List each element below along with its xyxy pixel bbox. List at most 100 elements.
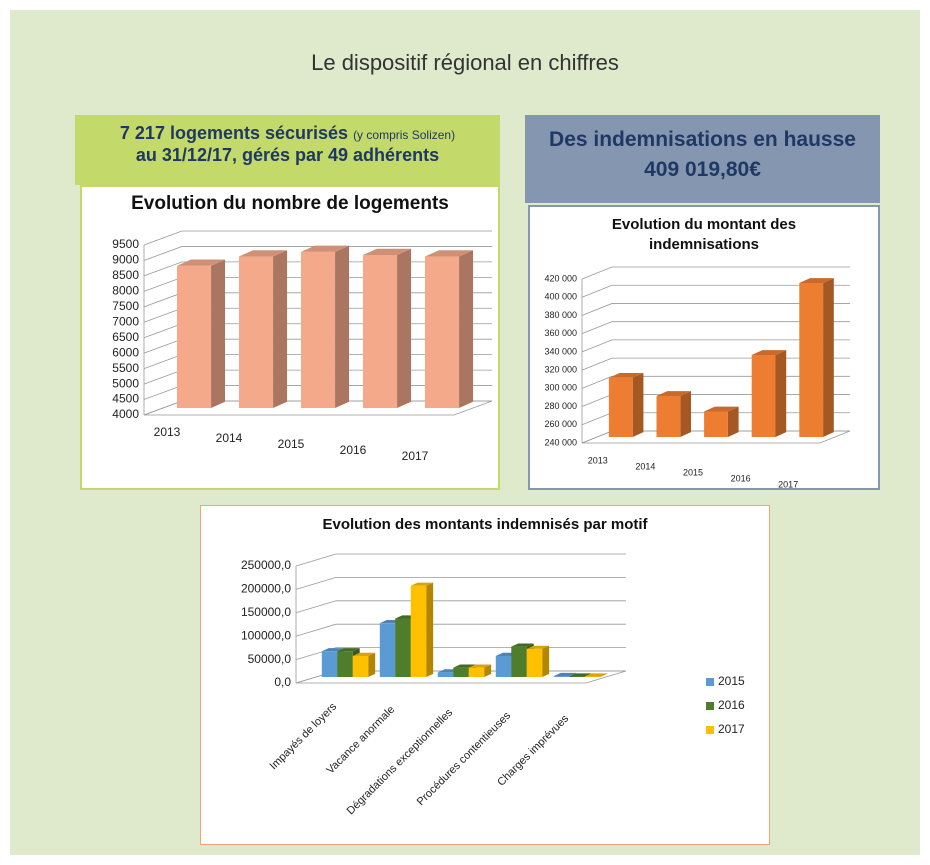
bar <box>495 655 512 677</box>
bar <box>799 283 824 437</box>
x-tick-label: 2015 <box>683 467 703 477</box>
bar <box>410 585 427 677</box>
y-tick-label: 150000,0 <box>241 605 291 619</box>
header-text: 409 019,80€ <box>644 158 761 181</box>
bar-side <box>211 259 226 408</box>
y-tick-label: 8500 <box>112 268 139 282</box>
bar <box>468 667 485 677</box>
y-tick-label: 4500 <box>112 392 139 406</box>
bar-top <box>321 648 345 652</box>
grid-line <box>295 576 626 590</box>
bar <box>424 256 460 408</box>
x-tick-label: 2017 <box>778 479 798 488</box>
bar <box>321 651 338 677</box>
y-tick-label: 380 000 <box>544 310 577 320</box>
x-tick-label: 2017 <box>402 449 429 463</box>
y-tick-label: 5000 <box>112 376 139 390</box>
y-tick-label: 340 000 <box>544 346 577 356</box>
bar-side <box>397 248 412 408</box>
x-tick-label: 2013 <box>154 425 181 439</box>
chart: 240 000 260 000 280 000 300 000 320 000 340 0… <box>544 266 851 488</box>
x-tick-label: Impayés de loyers <box>268 700 340 772</box>
bar-top <box>553 672 577 677</box>
bar-top <box>410 582 434 586</box>
bar-side <box>459 250 474 408</box>
chart-title: Evolution du nombre de logements <box>131 193 449 214</box>
y-tick-label: 200000,0 <box>241 582 291 596</box>
bar-top <box>608 372 644 378</box>
legend-label: 2015 <box>718 674 745 688</box>
chart: 0,0 50000,0 100000,0 150000,0 200000,0 250000… <box>241 553 745 817</box>
bar <box>453 667 469 677</box>
bar-side <box>368 652 376 677</box>
bar-side <box>632 372 644 437</box>
bar <box>379 623 396 677</box>
header-note: (y compris Solizen) <box>353 128 456 142</box>
bar-top <box>656 391 692 396</box>
y-tick-label: 100000,0 <box>241 628 291 642</box>
bar <box>526 648 543 677</box>
bar-top <box>238 250 288 257</box>
x-tick-label: Dégradations exceptionnelles <box>345 706 456 817</box>
bar <box>395 618 411 677</box>
legend-swatch <box>706 726 714 734</box>
bar <box>437 672 454 677</box>
header-text: 7 217 logements sécurisés <box>119 123 349 143</box>
y-tick-label: 400 000 <box>544 292 577 302</box>
x-tick-label: 2015 <box>278 437 305 451</box>
bar-top <box>300 245 350 252</box>
y-tick-label: 0,0 <box>274 675 291 689</box>
y-tick-label: 9000 <box>112 253 139 267</box>
bar-side <box>727 406 739 437</box>
bar <box>362 255 398 408</box>
bar-side <box>426 582 434 677</box>
y-tick-label: 9500 <box>112 237 139 251</box>
bar-side <box>484 664 492 677</box>
bar <box>300 251 336 408</box>
grid-line <box>581 284 850 298</box>
bar-top <box>526 645 550 649</box>
x-tick-label: 2014 <box>635 461 655 471</box>
bar-side <box>600 673 608 677</box>
y-tick-label: 320 000 <box>544 364 577 374</box>
grid-line <box>581 303 850 316</box>
chart-title: Evolution du montant des indemnisations <box>611 216 797 253</box>
y-tick-label: 420 000 <box>544 273 577 283</box>
bar-side <box>335 245 350 408</box>
bar <box>608 377 633 437</box>
y-tick-label: 4000 <box>112 407 139 421</box>
grid-line <box>143 246 492 261</box>
y-tick-label: 300 000 <box>544 383 577 393</box>
y-tick-label: 6500 <box>112 330 139 344</box>
y-tick-label: 6000 <box>112 345 139 359</box>
y-tick-label: 7500 <box>112 299 139 313</box>
chart-box: Evolution du nombre de logements 4000 450… <box>80 185 500 490</box>
bar-top <box>584 673 608 677</box>
x-tick-label: Vacance anormale <box>324 704 397 777</box>
bar-top <box>176 259 226 266</box>
bar <box>751 355 776 437</box>
bar <box>511 646 527 677</box>
grid-line <box>581 321 850 335</box>
y-tick-label: 5500 <box>112 361 139 375</box>
bar-side <box>775 350 787 437</box>
bar <box>238 256 274 408</box>
y-tick-label: 360 000 <box>544 328 577 338</box>
x-tick-label: 2014 <box>216 431 243 445</box>
y-tick-label: 8000 <box>112 284 139 298</box>
header-text: au 31/12/17, gérés par 49 adhérents <box>135 145 440 165</box>
chart-title: Evolution des montants indemnisés par mo… <box>322 516 648 533</box>
bar-top <box>751 350 787 355</box>
y-tick-label: 250000,0 <box>241 558 291 572</box>
bar <box>176 265 212 408</box>
header-text: Des indemnisations en hausse <box>549 128 856 151</box>
bar-top <box>569 673 592 677</box>
bar-top <box>424 250 474 257</box>
bar <box>337 651 353 677</box>
bar-top <box>704 406 739 412</box>
grid-line <box>143 230 492 246</box>
bar <box>352 655 369 677</box>
bar <box>704 411 728 437</box>
page-title: Le dispositif régional en chiffres <box>311 50 619 75</box>
